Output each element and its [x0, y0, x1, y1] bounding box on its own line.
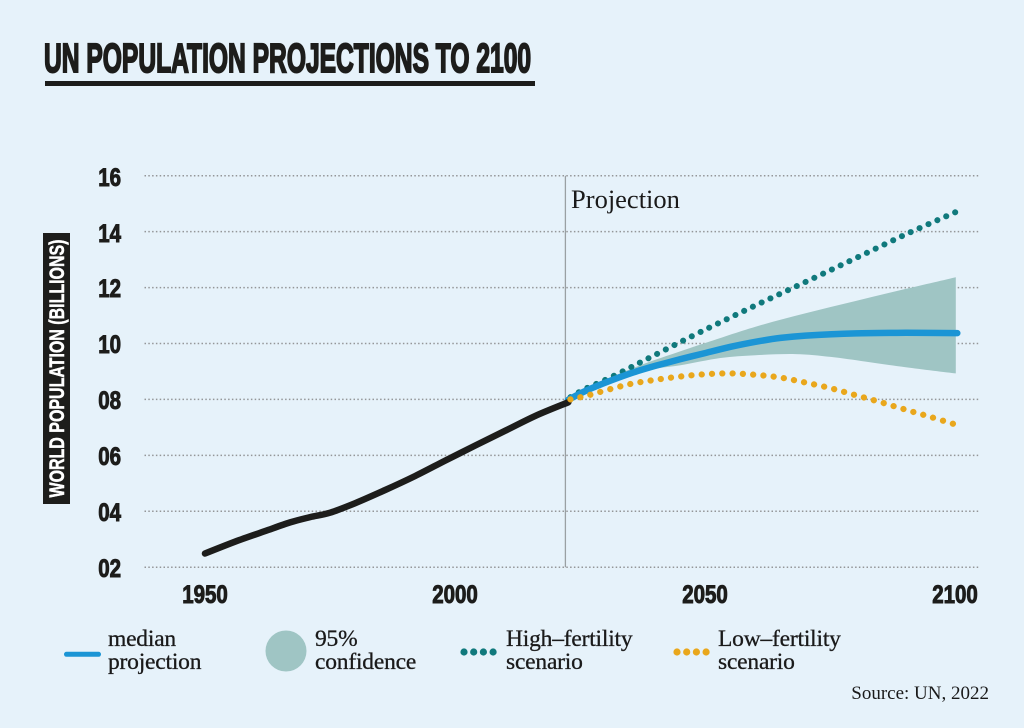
svg-text:WORLD POPULATION (BILLIONS): WORLD POPULATION (BILLIONS) — [45, 240, 69, 498]
